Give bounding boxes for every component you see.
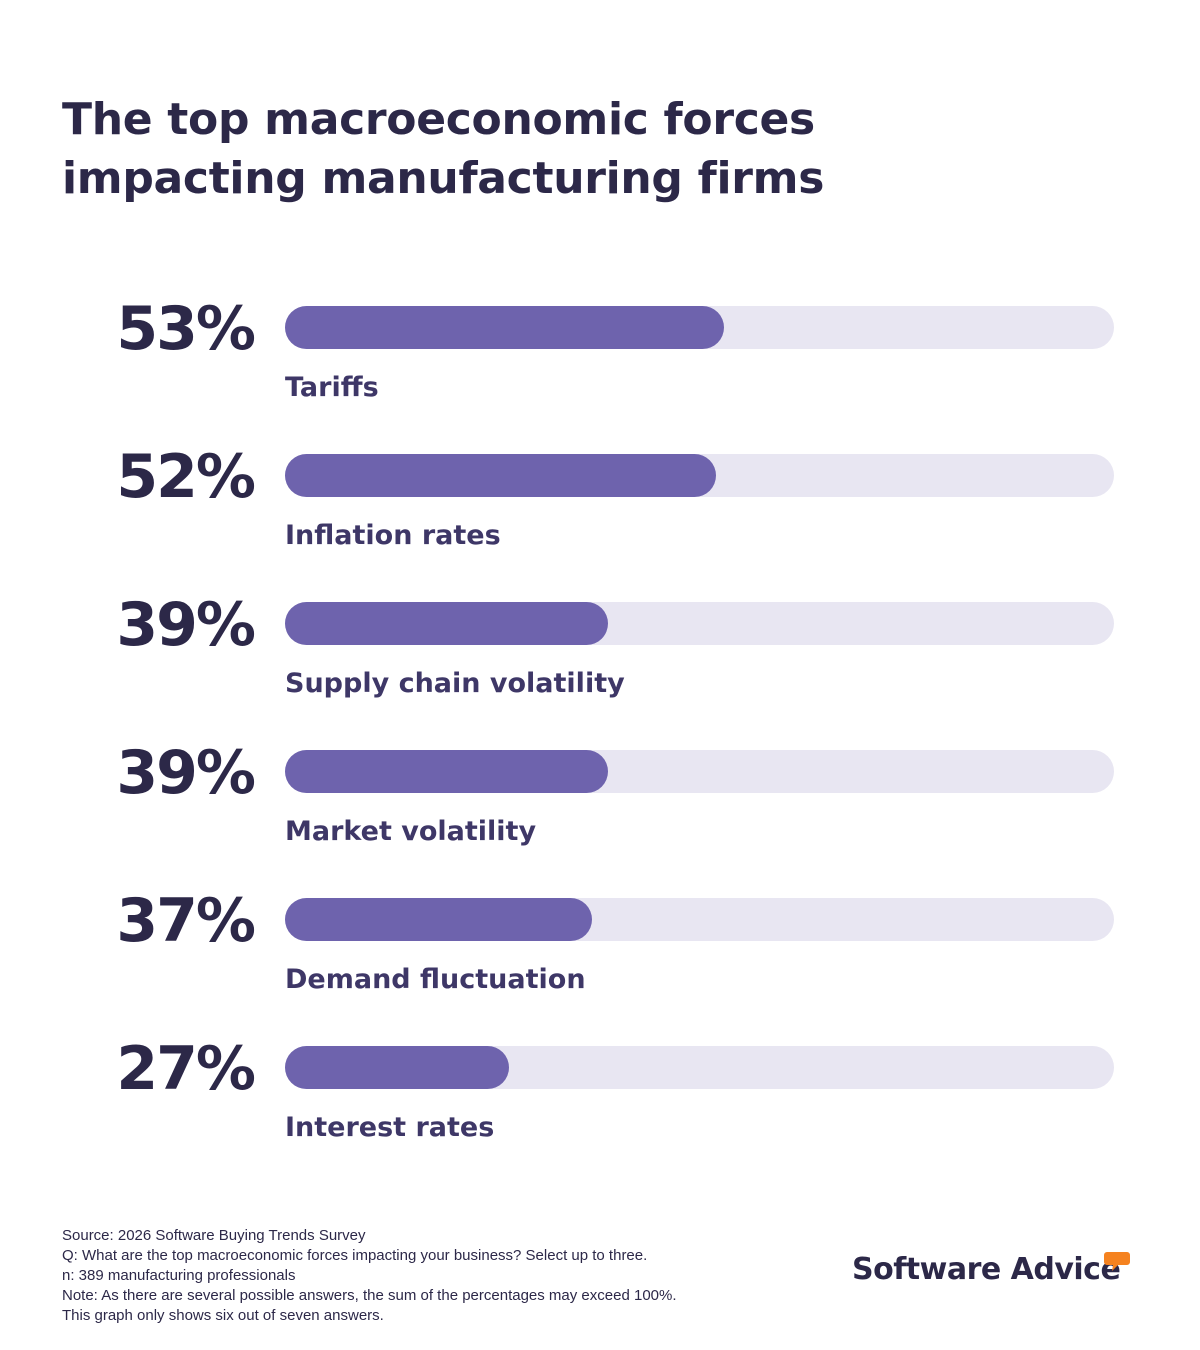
bar-fill xyxy=(285,454,716,497)
bar-track xyxy=(285,1046,1114,1089)
bar-value-label: 27% xyxy=(116,1034,256,1104)
scope-note: This graph only shows six out of seven a… xyxy=(62,1307,384,1324)
bar-row: 53% Tariffs xyxy=(0,294,1200,454)
bar-value-label: 39% xyxy=(116,590,256,660)
brand-logo: Software Advice xyxy=(852,1250,1142,1290)
bar-fill xyxy=(285,306,724,349)
bar-chart: 53% Tariffs 52% Inflation rates 39% Supply ch… xyxy=(0,294,1200,1194)
brand-name: Software Advice xyxy=(852,1252,1121,1287)
bar-row: 52% Inflation rates xyxy=(0,442,1200,602)
bar-value-label: 52% xyxy=(116,442,256,512)
bar-row: 39% Supply chain volatility xyxy=(0,590,1200,750)
bar-category-label: Demand fluctuation xyxy=(285,964,586,995)
bar-value-label: 37% xyxy=(116,886,256,956)
bar-value-label: 53% xyxy=(116,294,256,364)
bar-fill xyxy=(285,602,608,645)
bar-row: 37% Demand fluctuation xyxy=(0,886,1200,1046)
bar-category-label: Supply chain volatility xyxy=(285,668,625,699)
bar-row: 39% Market volatility xyxy=(0,738,1200,898)
question-note: Q: What are the top macroeconomic forces… xyxy=(62,1247,648,1264)
bar-track xyxy=(285,750,1114,793)
footnotes: Source: 2026 Software Buying Trends Surv… xyxy=(62,1226,822,1326)
bar-category-label: Inflation rates xyxy=(285,520,501,551)
bar-track xyxy=(285,306,1114,349)
source-note: Source: 2026 Software Buying Trends Surv… xyxy=(62,1227,366,1244)
percentage-note: Note: As there are several possible answ… xyxy=(62,1287,677,1304)
chart-title: The top macroeconomic forces impacting m… xyxy=(62,94,825,204)
bar-fill xyxy=(285,750,608,793)
bar-fill xyxy=(285,1046,509,1089)
bar-value-label: 39% xyxy=(116,738,256,808)
bar-track xyxy=(285,454,1114,497)
sample-note: n: 389 manufacturing professionals xyxy=(62,1267,296,1284)
bar-row: 27% Interest rates xyxy=(0,1034,1200,1194)
bar-category-label: Tariffs xyxy=(285,372,379,403)
speech-bubble-icon xyxy=(1104,1252,1130,1271)
bar-category-label: Market volatility xyxy=(285,816,537,847)
bar-track xyxy=(285,898,1114,941)
bar-category-label: Interest rates xyxy=(285,1112,495,1143)
bar-track xyxy=(285,602,1114,645)
bar-fill xyxy=(285,898,592,941)
